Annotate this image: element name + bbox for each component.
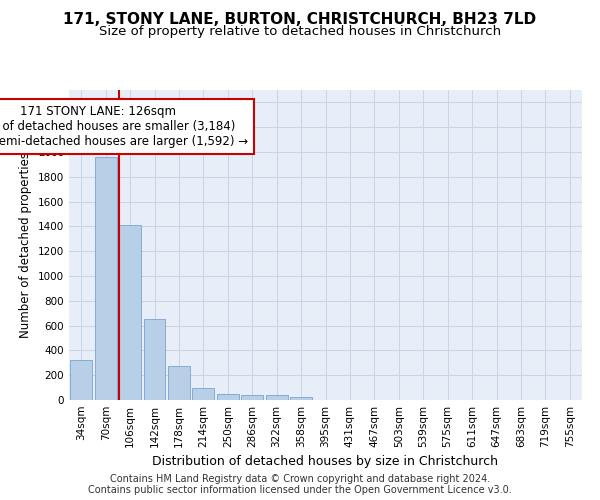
Text: Contains public sector information licensed under the Open Government Licence v3: Contains public sector information licen… [88, 485, 512, 495]
X-axis label: Distribution of detached houses by size in Christchurch: Distribution of detached houses by size … [152, 456, 499, 468]
Bar [193, 388, 214, 400]
Y-axis label: Number of detached properties: Number of detached properties [19, 152, 32, 338]
Text: 171, STONY LANE, BURTON, CHRISTCHURCH, BH23 7LD: 171, STONY LANE, BURTON, CHRISTCHURCH, B… [64, 12, 536, 28]
Bar [95, 157, 116, 400]
Bar [217, 394, 239, 400]
Text: Size of property relative to detached houses in Christchurch: Size of property relative to detached ho… [99, 25, 501, 38]
Text: 171 STONY LANE: 126sqm
← 66% of detached houses are smaller (3,184)
33% of semi-: 171 STONY LANE: 126sqm ← 66% of detached… [0, 105, 248, 148]
Bar [119, 225, 141, 400]
Bar [266, 396, 287, 400]
Text: Contains HM Land Registry data © Crown copyright and database right 2024.: Contains HM Land Registry data © Crown c… [110, 474, 490, 484]
Bar [70, 360, 92, 400]
Bar [168, 366, 190, 400]
Bar [290, 398, 312, 400]
Bar [143, 320, 166, 400]
Bar [241, 396, 263, 400]
